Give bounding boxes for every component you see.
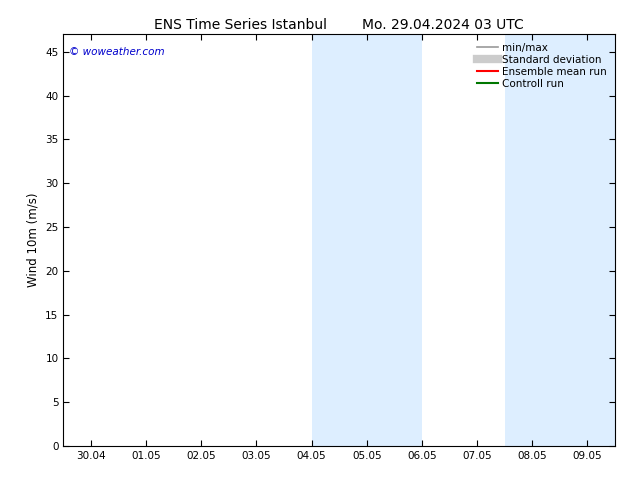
Bar bbox=[505, 34, 615, 446]
Title: ENS Time Series Istanbul        Mo. 29.04.2024 03 UTC: ENS Time Series Istanbul Mo. 29.04.2024 … bbox=[154, 18, 524, 32]
Legend: min/max, Standard deviation, Ensemble mean run, Controll run: min/max, Standard deviation, Ensemble me… bbox=[474, 40, 610, 92]
Bar bbox=[312, 34, 422, 446]
Text: © woweather.com: © woweather.com bbox=[69, 47, 165, 57]
Y-axis label: Wind 10m (m/s): Wind 10m (m/s) bbox=[27, 193, 40, 287]
